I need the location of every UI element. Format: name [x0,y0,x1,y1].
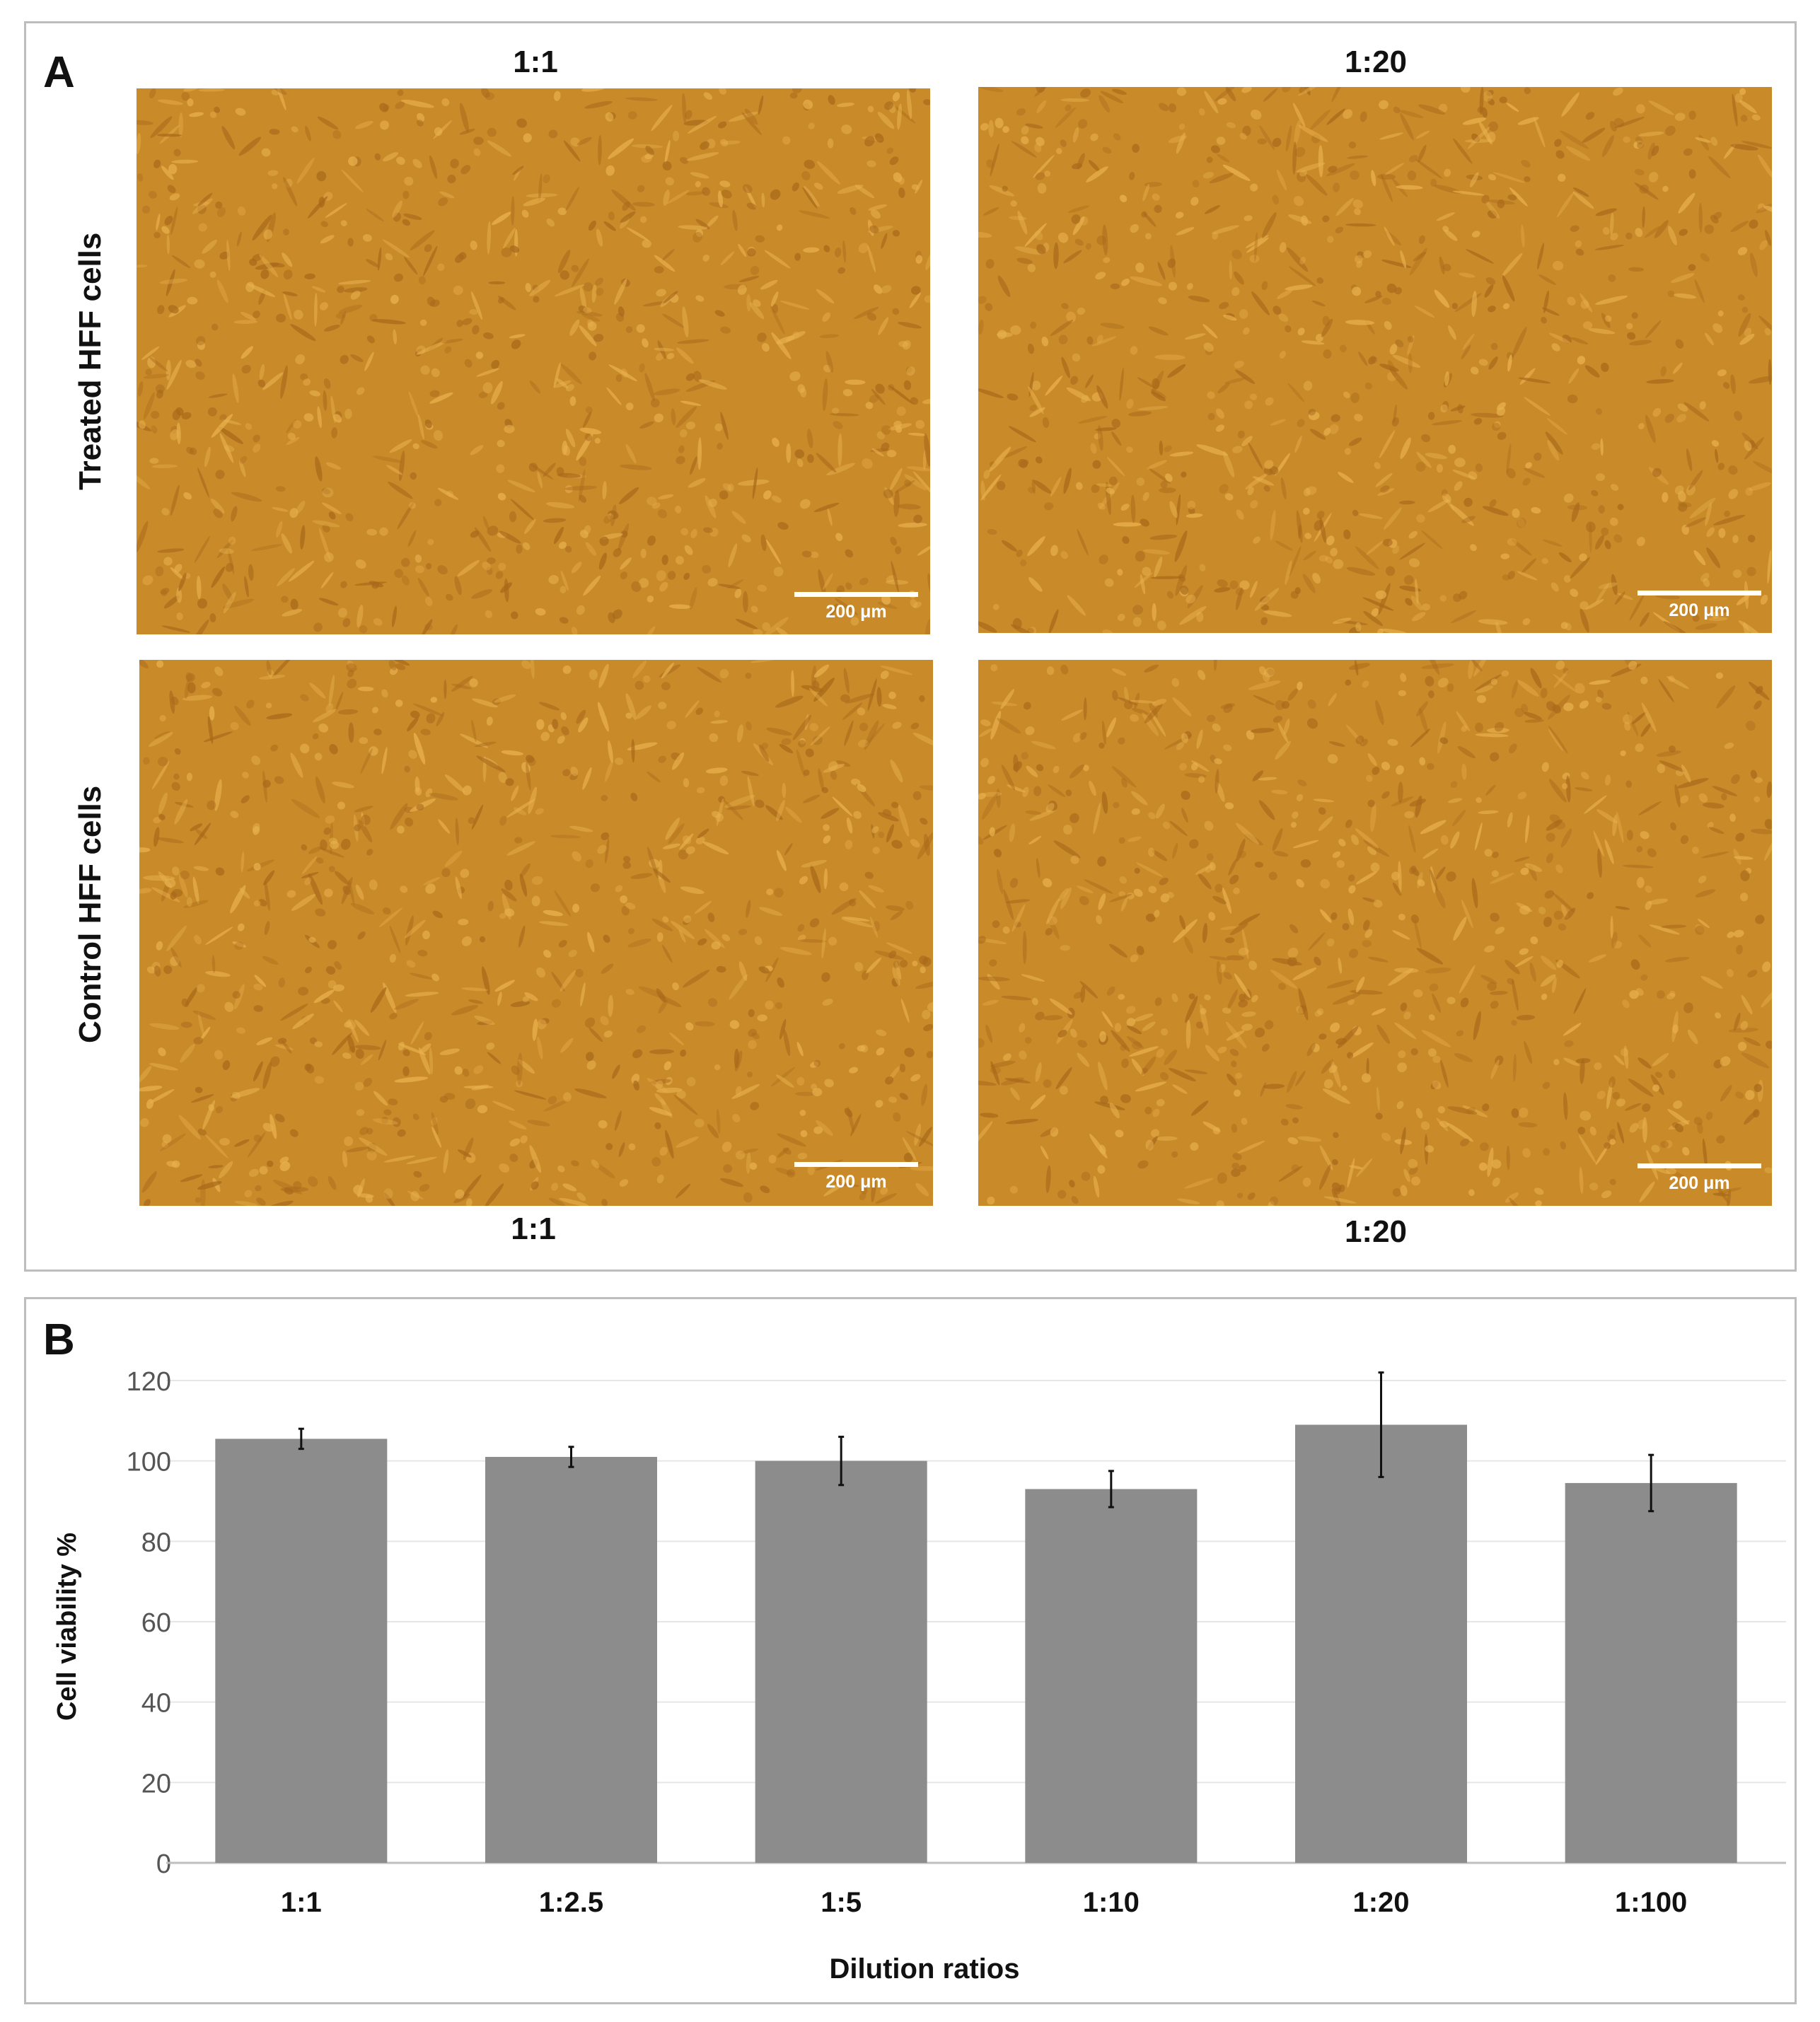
x-tick-label: 1:2.5 [539,1887,603,1918]
y-tick-label: 80 [141,1528,171,1557]
y-tick-label: 100 [127,1448,171,1477]
y-tick-label: 40 [141,1689,171,1719]
x-tick-label: 1:10 [1083,1887,1140,1918]
bar [1565,1482,1737,1863]
row-label-treated: Treated HFF cells [73,232,108,490]
micrograph-control-1-20: 200 μm [978,660,1772,1206]
bar [1025,1489,1198,1863]
column-label-top-left: 1:1 [513,45,558,79]
panel-a: A 1:1 1:20 Treated HFF cells Control HFF… [24,21,1797,1272]
column-label-bottom-right: 1:20 [1344,1214,1408,1249]
panel-a-letter: A [43,48,75,97]
x-tick-label: 1:5 [821,1887,862,1918]
micrograph-treated-1-20: 200 μm [978,87,1772,633]
bar [755,1460,927,1863]
x-tick-label: 1:1 [281,1887,322,1918]
bar [1295,1424,1467,1863]
bar-chart: 0 20 40 60 80 100 120 1:1 1:2.5 1:5 1:10 1:20 1:100 D… [52,1367,1786,1985]
y-axis-title: Cell viability % [52,1533,82,1721]
x-tick-label: 1:100 [1615,1887,1687,1918]
y-tick-label: 60 [141,1608,171,1638]
micrograph-treated-1-1: 200 μm [137,88,930,634]
y-tick-label: 120 [127,1367,171,1397]
column-label-top-right: 1:20 [1344,45,1408,79]
column-label-bottom-left: 1:1 [511,1212,556,1246]
bar [485,1456,657,1863]
panel-b-letter: B [43,1315,75,1364]
x-axis-title: Dilution ratios [830,1953,1020,1985]
y-tick-label: 0 [156,1849,171,1879]
scale-bar-label: 200 μm [825,1172,887,1192]
scale-bar-label: 200 μm [1669,1173,1730,1193]
x-tick-label: 1:20 [1352,1887,1409,1918]
y-tick-label: 20 [141,1769,171,1799]
bar [215,1439,388,1863]
scale-bar-label: 200 μm [1669,600,1730,620]
scale-bar-label: 200 μm [825,602,887,622]
row-label-control: Control HFF cells [73,785,108,1043]
panel-b: B 0 20 40 60 80 100 120 1:1 1:2.5 1:5 1:10 1:20 1:10… [24,1297,1797,2004]
micrograph-control-1-1: 200 μm [139,660,933,1206]
